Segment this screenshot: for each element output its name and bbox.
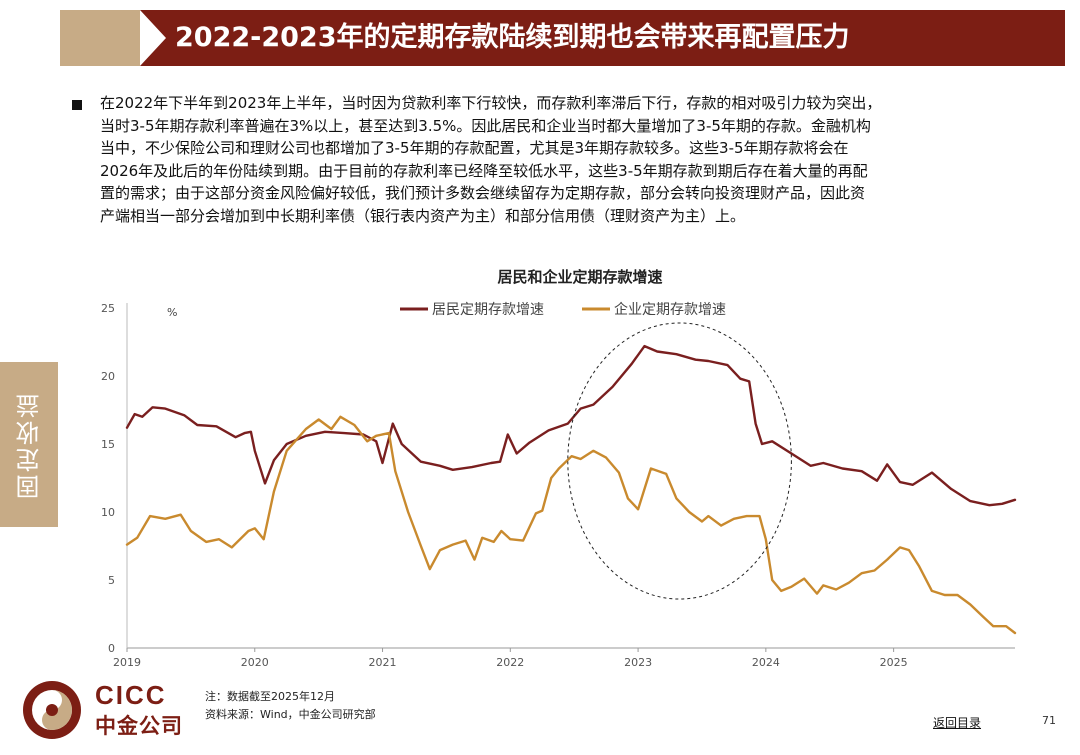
unit-label: % [167,306,177,319]
x-tick-label: 2025 [880,656,908,669]
body-line: 当时3-5年期存款利率普遍在3%以上，甚至达到3.5%。因此居民和企业当时都大量… [100,116,871,135]
body-paragraph: 在2022年下半年到2023年上半年，当时因为贷款利率下行较快，而存款利率滞后下… [100,92,1060,227]
y-tick-label: 25 [101,302,115,315]
section-side-tab: 固定收益 [0,362,58,527]
x-tick-label: 2021 [369,656,397,669]
x-tick-label: 2022 [496,656,524,669]
highlight-ellipse [567,322,792,600]
logo-text: CICC [95,680,167,710]
body-line: 2026年及此后的年份陆续到期。由于目前的存款利率已经降至较低水平，这些3-5年… [100,161,868,180]
body-line: 当中，不少保险公司和理财公司也都增加了3-5年期的存款配置，尤其是3年期存款较多… [100,139,849,157]
y-tick-label: 0 [108,642,115,655]
body-line: 产端相当一部分会增加到中长期利率债（银行表内资产为主）和部分信用债（理财资产为主… [100,206,746,225]
x-tick-label: 2020 [241,656,269,669]
footer-notes: 注：数据截至2025年12月 资料来源：Wind，中金公司研究部 [205,688,376,724]
bullet-square-icon [72,100,82,110]
side-tab-label: 固定收益 [15,390,44,499]
page-title: 2022-2023年的定期存款陆续到期也会带来再配置压力 [175,22,850,53]
chart-plot-area [125,322,1017,635]
x-tick-label: 2019 [113,656,141,669]
title-bar [140,10,1065,66]
deposit-growth-chart: 居民和企业定期存款增速 % 居民定期存款增速 企业定期存款增速 051015202… [101,268,1017,669]
x-tick-label: 2023 [624,656,652,669]
x-tick-label: 2024 [752,656,780,669]
legend-label: 居民定期存款增速 [432,302,544,318]
page-number: 71 [1042,714,1056,727]
series-line-corporate [125,415,1017,635]
cicc-logo-icon [23,681,81,739]
y-tick-label: 15 [101,438,115,451]
source-note: 资料来源：Wind，中金公司研究部 [205,708,376,721]
logo-chinese-text: 中金公司 [95,714,183,738]
legend-label: 企业定期存款增速 [614,301,726,318]
data-note: 注：数据截至2025年12月 [205,690,335,703]
y-tick-label: 20 [101,370,115,383]
title-accent-block [60,10,140,66]
series-line-household [125,344,1017,507]
body-line: 在2022年下半年到2023年上半年，当时因为贷款利率下行较快，而存款利率滞后下… [100,94,882,112]
chart-legend: 居民定期存款增速 企业定期存款增速 [400,301,726,318]
y-tick-label: 5 [108,574,115,587]
chart-title: 居民和企业定期存款增速 [497,268,662,286]
y-tick-label: 10 [101,506,115,519]
back-to-contents-link[interactable]: 返回目录 [933,716,982,730]
body-line: 置的需求；由于这部分资金风险偏好较低，我们预计多数会继续留存为定期存款，部分会转… [100,184,866,202]
